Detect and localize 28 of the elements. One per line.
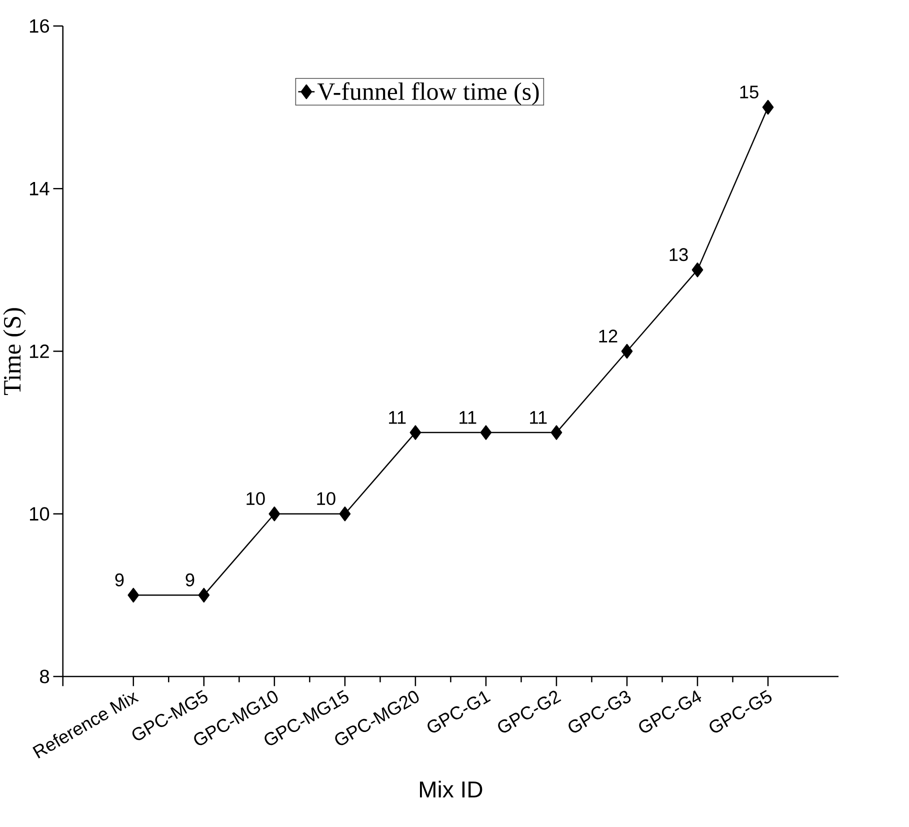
y-tick-label: 14 xyxy=(30,182,50,196)
point xyxy=(762,100,774,115)
y-axis-title: Time (S) xyxy=(3,308,26,396)
data-label: 9 xyxy=(186,574,194,587)
data-label: 11 xyxy=(389,411,406,424)
y-tick-label: 10 xyxy=(30,507,50,521)
point xyxy=(198,588,210,603)
point xyxy=(128,588,140,603)
data-label: 9 xyxy=(115,574,124,587)
data-label: 15 xyxy=(740,86,758,99)
legend-label: V-funnel flow time (s) xyxy=(317,82,539,106)
point xyxy=(339,506,351,522)
point xyxy=(550,425,562,440)
y-tick-label: 16 xyxy=(30,19,50,33)
data-label: 11 xyxy=(460,411,476,424)
data-label: 13 xyxy=(670,248,688,262)
point xyxy=(410,425,422,440)
point xyxy=(480,425,492,440)
data-label: 12 xyxy=(599,330,618,343)
data-label: 10 xyxy=(317,492,336,506)
point xyxy=(268,506,280,522)
y-tick-label: 8 xyxy=(40,670,50,684)
point xyxy=(621,344,633,359)
point xyxy=(692,262,704,278)
y-tick-label: 12 xyxy=(30,344,49,358)
data-label: 11 xyxy=(530,411,547,424)
data-label: 10 xyxy=(246,492,265,506)
x-axis-title: Mix ID xyxy=(420,780,482,798)
